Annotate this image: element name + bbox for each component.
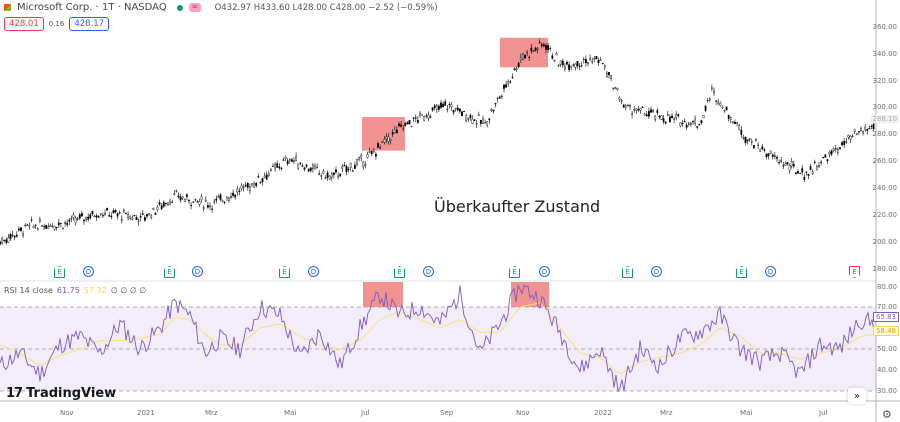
settings-gear-icon[interactable]: ⚙ (882, 408, 892, 421)
dividend-event-icon[interactable]: D (192, 266, 203, 277)
price-axis-label: 280.00 (872, 130, 898, 138)
microsoft-logo-icon (4, 4, 11, 11)
symbol-legend: Microsoft Corp. · 1T · NASDAQ = O432.97 … (4, 2, 438, 13)
time-axis-label: Mrz (205, 409, 218, 417)
symbol-title[interactable]: Microsoft Corp. · 1T · NASDAQ (17, 2, 167, 13)
time-axis-label: Sep (440, 409, 454, 417)
earnings-event-icon[interactable]: E (849, 266, 860, 278)
spread-value: 0.16 (48, 20, 65, 28)
earnings-event-icon[interactable]: E (394, 266, 405, 278)
price-axis-label: 340.00 (872, 50, 898, 58)
rsi-value: 61.75 (56, 286, 80, 295)
time-axis-label: Jul (819, 409, 828, 417)
time-axis-label: Mai (740, 409, 753, 417)
earnings-event-icon[interactable]: E (736, 266, 747, 278)
price-axis-label: 300.00 (872, 103, 898, 111)
price-axis-label: 240.00 (872, 184, 898, 192)
time-axis-label: Nov (516, 409, 530, 417)
tradingview-logo[interactable]: 17 TradingView (6, 386, 116, 401)
tradingview-mark-icon: 17 (6, 386, 23, 401)
rsi-ma-value: 57.32 (83, 286, 107, 295)
time-axis-label: 2022 (594, 409, 612, 417)
buy-price-button[interactable]: 428.17 (69, 17, 110, 31)
earnings-event-icon[interactable]: E (622, 266, 633, 278)
dividend-event-icon[interactable]: D (765, 266, 776, 277)
rsi-axis-label: 50.00 (876, 345, 897, 353)
dividend-event-icon[interactable]: D (539, 266, 550, 277)
time-axis-label: Mai (284, 409, 297, 417)
rsi-ma-current-tag: 58.48 (872, 326, 899, 336)
earnings-event-icon[interactable]: E (164, 266, 175, 278)
price-axis-label: 180.00 (872, 265, 898, 273)
earnings-event-icon[interactable]: E (509, 266, 520, 278)
price-axis-label: 260.00 (872, 157, 898, 165)
earnings-event-icon[interactable]: E (54, 266, 65, 278)
dividend-event-icon[interactable]: D (651, 266, 662, 277)
rsi-axis-label: 80.00 (876, 283, 897, 291)
dividend-event-icon[interactable]: D (83, 266, 94, 277)
dividend-event-icon[interactable]: D (308, 266, 319, 277)
rsi-axis-label: 40.00 (876, 366, 897, 374)
rsi-extra-values: ∅ ∅ ∅ ∅ (110, 286, 147, 295)
price-axis-label: 220.00 (872, 211, 898, 219)
price-axis-label: 320.00 (872, 77, 898, 85)
rsi-name[interactable]: RSI 14 close (4, 286, 53, 295)
market-status-icon[interactable] (176, 4, 183, 11)
dividend-event-icon[interactable]: D (423, 266, 434, 277)
rsi-legend: RSI 14 close 61.75 57.32 ∅ ∅ ∅ ∅ (4, 286, 146, 295)
time-axis-label: 2021 (137, 409, 155, 417)
price-axis-label: 360.00 (872, 23, 898, 31)
sell-price-button[interactable]: 428.01 (4, 17, 44, 31)
time-axis-label: Nov (60, 409, 74, 417)
time-axis-label: Jul (361, 409, 370, 417)
ohlc-values: O432.97 H433.60 L428.00 C428.00 −2.52 (−… (214, 2, 438, 13)
rsi-axis-label: 70.00 (876, 303, 897, 311)
price-current-tag: 288.10 (870, 115, 899, 123)
price-axis-label: 200.00 (872, 238, 898, 246)
earnings-event-icon[interactable]: E (279, 266, 290, 278)
tradingview-wordmark: TradingView (26, 386, 117, 401)
bid-ask-panel: 428.01 0.16 428.17 (4, 17, 110, 31)
rsi-current-tag: 65.83 (872, 312, 899, 322)
rsi-axis-label: 30.00 (876, 387, 897, 395)
scroll-to-realtime-button[interactable]: » (848, 388, 866, 404)
compare-badge[interactable]: = (188, 3, 201, 12)
overbought-annotation: Überkaufter Zustand (434, 197, 601, 216)
time-axis-label: Mrz (660, 409, 673, 417)
